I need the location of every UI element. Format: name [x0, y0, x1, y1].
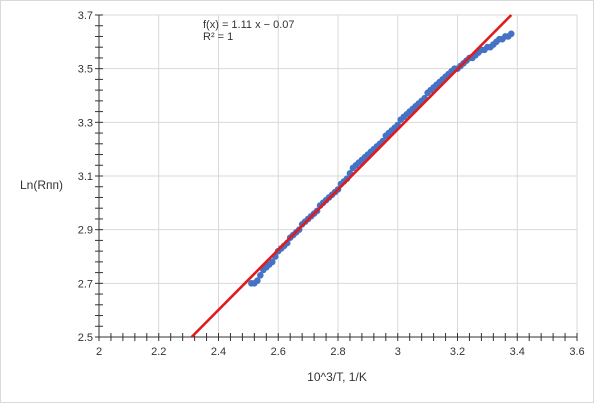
y-tick-label: 2.5 — [78, 332, 93, 344]
trendline-layer — [190, 14, 513, 338]
y-axis-label: Ln(Rпп) — [20, 178, 63, 192]
x-tick-label: 2 — [96, 346, 102, 358]
y-tick-label: 3.7 — [78, 10, 93, 22]
x-tick-label: 3 — [395, 346, 401, 358]
y-tick-label: 3.5 — [78, 64, 93, 76]
trendline — [190, 14, 513, 338]
y-tick-label: 2.9 — [78, 225, 93, 237]
y-tick-label: 2.7 — [78, 278, 93, 290]
annotation-r-squared: R² = 1 — [203, 31, 233, 43]
data-point — [254, 277, 261, 284]
x-tick-label: 3.4 — [510, 346, 525, 358]
axis-layer: 2 2.2 2.4 2.6 2.8 3 3.2 3.4 3.6 2.5 2.7 2.9 3.1 3.3 3.… — [78, 10, 585, 358]
x-tick-label: 2.4 — [211, 346, 226, 358]
grid-layer — [98, 14, 578, 338]
y-tick-label: 3.3 — [78, 117, 93, 129]
annotation-equation: f(x) = 1.11 x − 0.07 — [203, 19, 295, 31]
x-tick-label: 2.6 — [271, 346, 286, 358]
label-layer: f(x) = 1.11 x − 0.07 R² = 1 10^3/T, 1/K … — [20, 19, 367, 384]
x-tick-label: 2.2 — [151, 346, 166, 358]
data-point — [268, 258, 276, 266]
data-point — [507, 30, 515, 38]
data-point — [257, 271, 264, 279]
x-tick-label: 3.6 — [569, 346, 584, 358]
x-axis-label: 10^3/T, 1/K — [307, 370, 367, 384]
y-tick-label: 3.1 — [78, 171, 93, 183]
x-tick-label: 2.8 — [330, 346, 345, 358]
x-tick-label: 3.2 — [450, 346, 465, 358]
